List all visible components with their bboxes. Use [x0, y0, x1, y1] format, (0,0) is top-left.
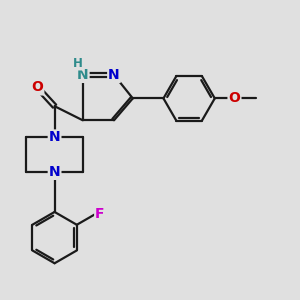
Text: N: N — [108, 68, 120, 82]
Text: H: H — [73, 56, 83, 70]
Text: O: O — [229, 92, 240, 105]
Text: N: N — [49, 130, 60, 145]
Text: O: O — [32, 80, 43, 94]
Text: F: F — [95, 207, 105, 221]
Text: N: N — [77, 68, 88, 82]
Text: N: N — [49, 165, 60, 179]
